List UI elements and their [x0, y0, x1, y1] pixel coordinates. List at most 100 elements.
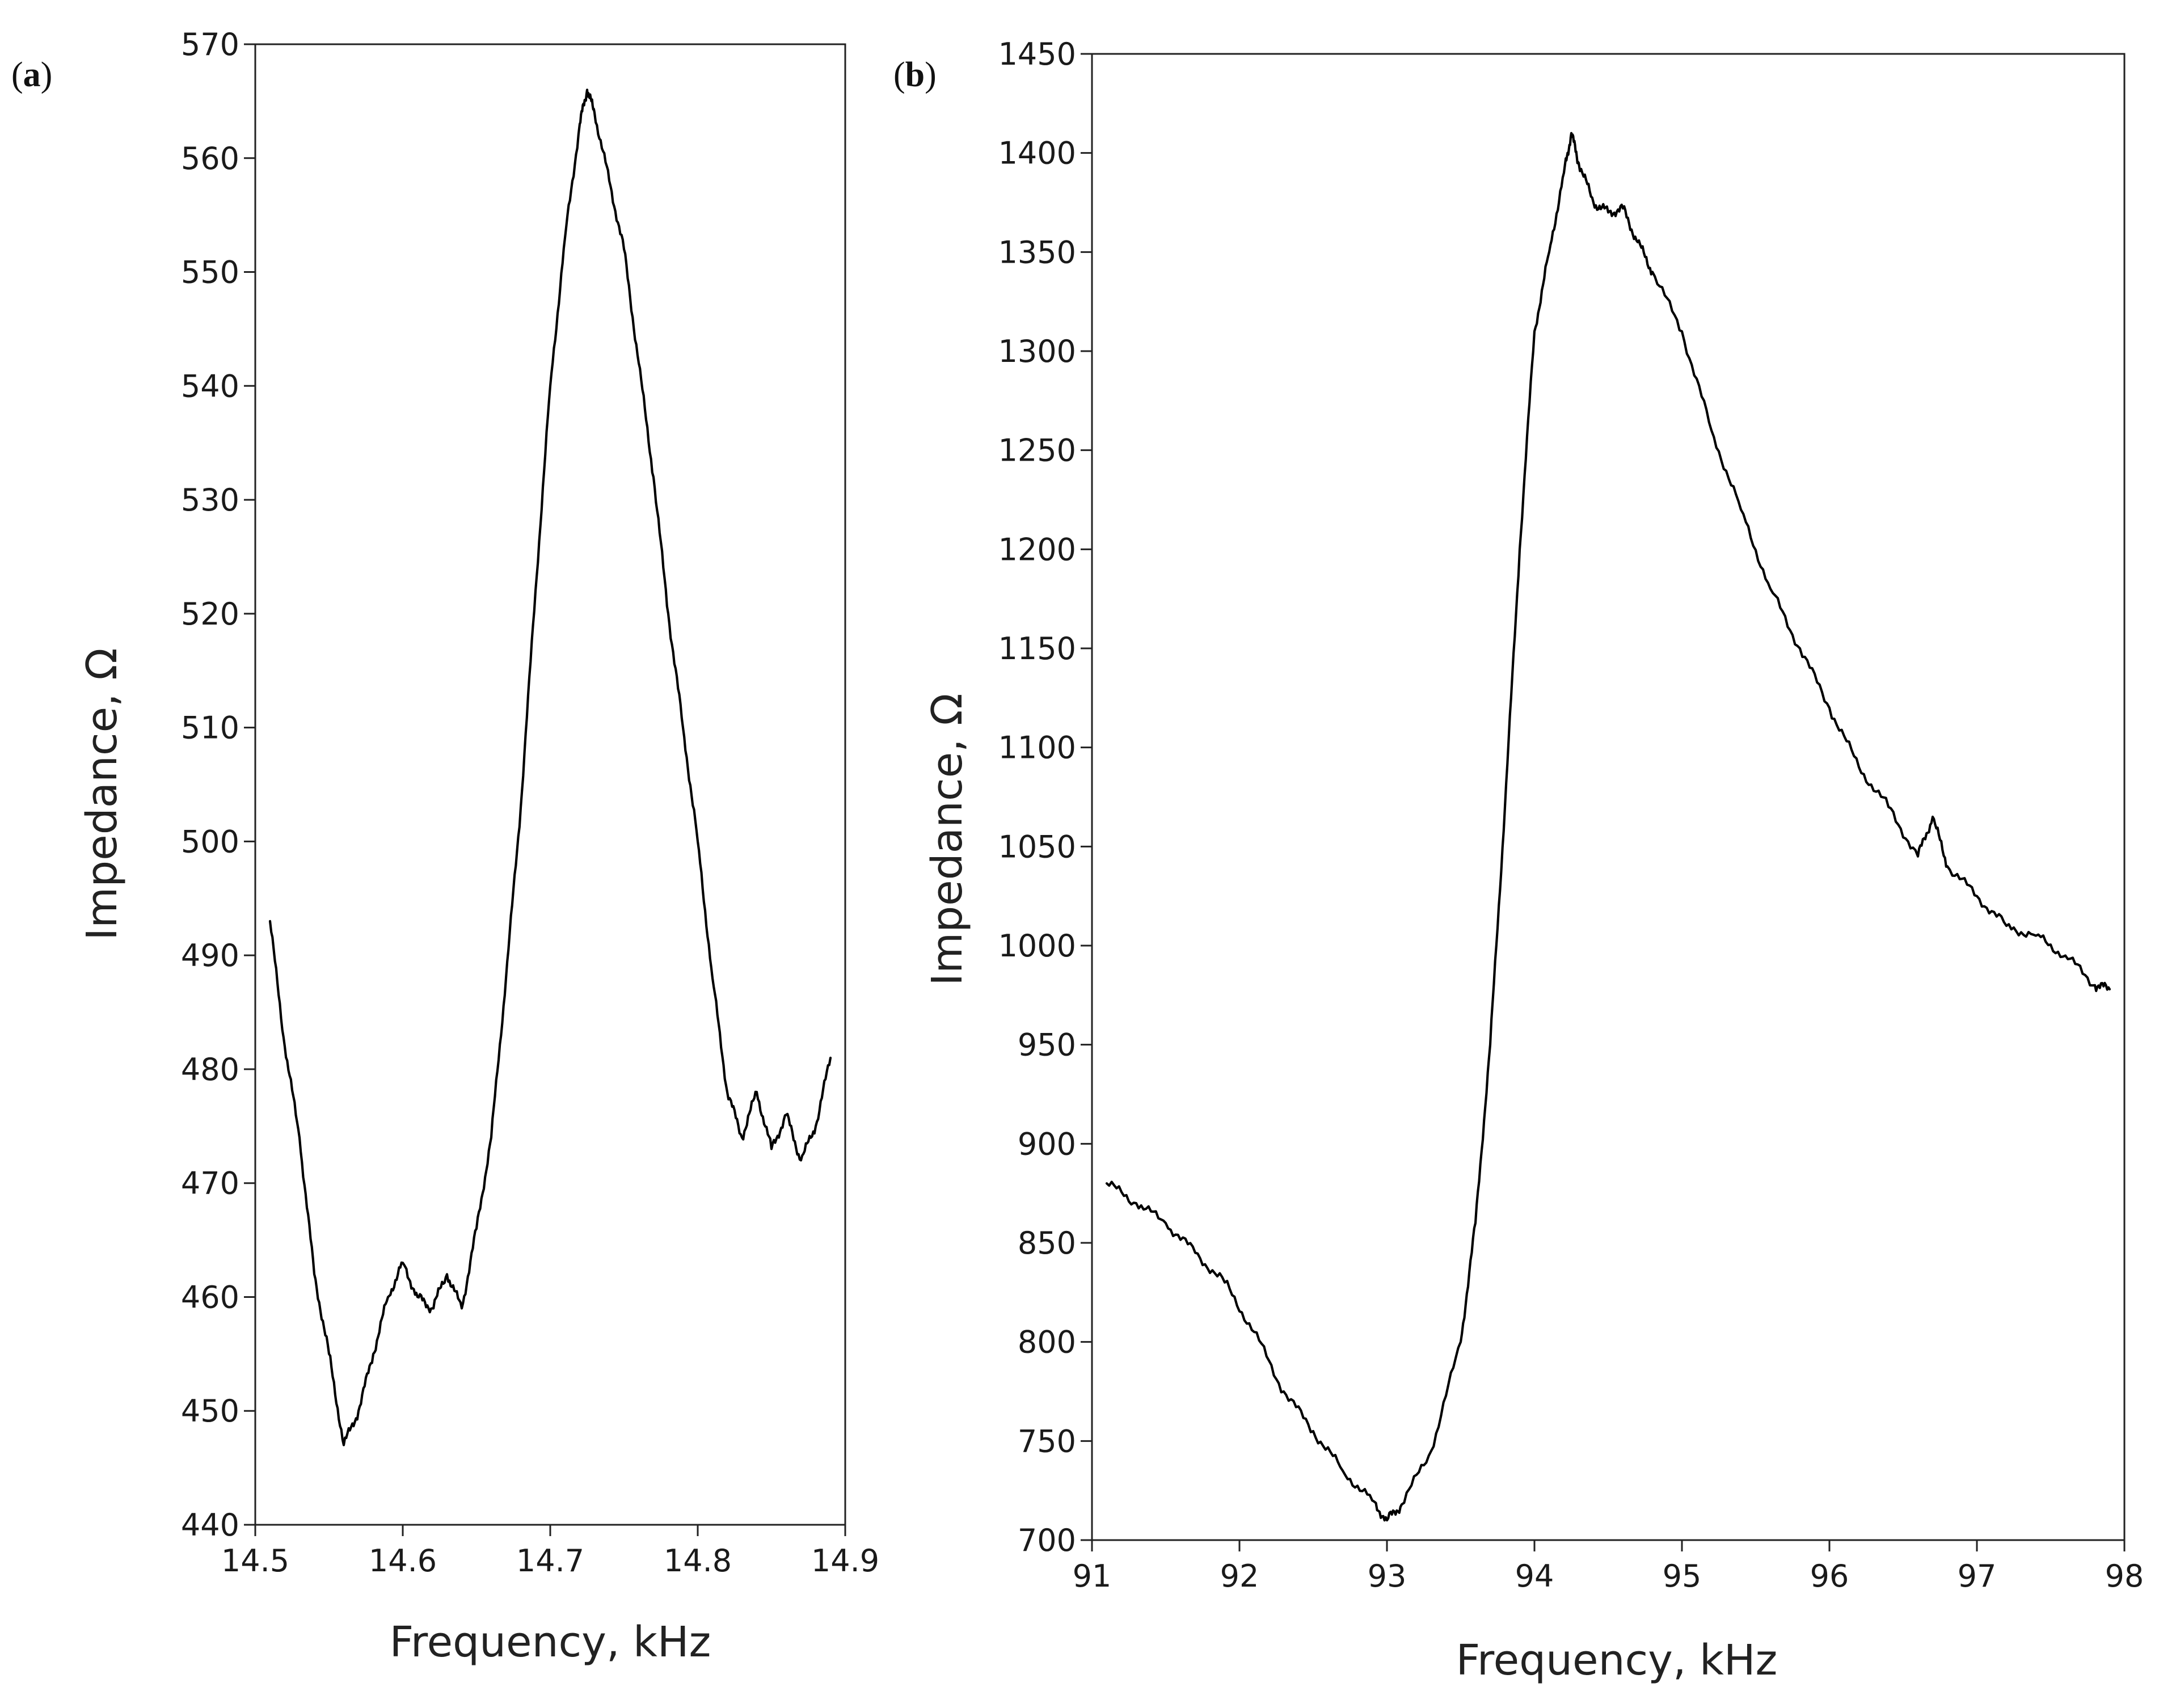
data-point	[1194, 1251, 1197, 1254]
x-tick-label: 98	[2105, 1558, 2144, 1594]
data-point	[563, 236, 567, 239]
data-point	[1400, 1503, 1403, 1506]
data-point	[1253, 1330, 1256, 1334]
chart-panel-a: (a) 440 450 460 470 480 490 500 510 520 530 540 550…	[11, 27, 879, 1667]
y-tick-label: 700	[1018, 1523, 1076, 1558]
data-point	[1488, 1043, 1492, 1047]
data-point	[519, 805, 522, 809]
tick-layer-a: 440 450 460 470 480 490 500 510 520 530 540 550 560 5…	[181, 27, 879, 1579]
data-point	[585, 88, 589, 91]
data-point	[2108, 988, 2111, 991]
data-point	[1680, 330, 1684, 333]
x-tick-label: 91	[1073, 1558, 1112, 1594]
y-tick-label: 460	[181, 1279, 239, 1315]
tick-layer-b: 700 750 800 850 900 950 1000 1050 1100 1150 1200 12…	[998, 36, 2144, 1594]
chart-panel-b: (b) 700 750 800 850 900 950 1000 1050 1100 1150 12…	[893, 36, 2144, 1685]
series-line-impedance	[268, 88, 832, 1446]
plot-frame-rect	[1091, 53, 2126, 1541]
data-point	[1592, 201, 1595, 204]
series-layer-b	[1105, 132, 2111, 1522]
y-tick-label: 900	[1018, 1126, 1076, 1162]
data-point	[1164, 1221, 1167, 1225]
x-tick-label: 92	[1220, 1558, 1259, 1594]
data-point	[608, 179, 611, 183]
x-tick-label: 97	[1958, 1558, 1997, 1594]
data-point	[313, 1272, 316, 1276]
data-point	[357, 1409, 360, 1412]
data-point	[637, 361, 640, 365]
plot-frame-rect	[254, 43, 846, 1526]
data-point	[1857, 766, 1861, 769]
data-point	[652, 475, 655, 479]
data-point	[1570, 132, 1573, 135]
data-point	[578, 123, 581, 126]
y-tick-label: 510	[181, 710, 239, 746]
y-tick-label: 1050	[998, 829, 1076, 864]
data-point	[799, 1159, 803, 1162]
y-tick-label: 450	[181, 1393, 239, 1429]
data-point	[681, 726, 685, 729]
data-point	[1547, 250, 1551, 254]
data-point	[1371, 1499, 1374, 1502]
y-tick-label: 530	[181, 482, 239, 518]
x-axis-title-b: Frequency, kHz	[1456, 1636, 1778, 1685]
data-point	[327, 1352, 331, 1356]
data-point	[740, 1136, 744, 1139]
y-tick-label: 950	[1018, 1027, 1076, 1063]
data-point	[386, 1295, 390, 1298]
data-point	[2005, 924, 2008, 927]
data-point	[549, 384, 552, 387]
data-point	[770, 1147, 773, 1150]
x-tick-label: 14.8	[664, 1543, 732, 1579]
data-point	[1946, 864, 1949, 868]
data-point	[1739, 508, 1743, 511]
data-point	[1798, 647, 1802, 650]
data-point	[416, 1295, 419, 1298]
data-point	[268, 920, 272, 923]
y-tick-label: 1200	[998, 532, 1076, 567]
data-point	[711, 976, 714, 980]
data-point	[593, 111, 596, 114]
y-tick-label: 1300	[998, 334, 1076, 369]
data-point	[1341, 1469, 1344, 1473]
data-point	[755, 1090, 758, 1094]
data-point	[1606, 210, 1610, 214]
y-tick-label: 1000	[998, 928, 1076, 964]
y-tick-label: 490	[181, 938, 239, 973]
data-point	[534, 589, 537, 593]
data-point	[1385, 1519, 1389, 1522]
data-point	[2064, 954, 2067, 957]
data-point	[667, 612, 670, 615]
data-point	[1518, 547, 1521, 551]
data-point	[372, 1352, 375, 1356]
data-point	[1282, 1390, 1285, 1393]
data-point	[1636, 241, 1639, 244]
data-point	[1931, 815, 1934, 819]
data-point	[490, 1136, 493, 1139]
y-tick-label: 750	[1018, 1423, 1076, 1459]
data-point	[1135, 1201, 1138, 1205]
data-point	[431, 1307, 434, 1310]
x-tick-label: 93	[1368, 1558, 1407, 1594]
data-point	[1105, 1182, 1108, 1185]
plot-frame-b	[1091, 53, 2126, 1541]
data-point	[504, 976, 508, 980]
x-tick-label: 14.6	[369, 1543, 437, 1579]
y-tick-label: 1350	[998, 234, 1076, 270]
data-point	[1651, 270, 1654, 273]
data-point	[298, 1136, 301, 1139]
data-point	[1621, 206, 1625, 210]
y-axis-title-a: Impedance, Ω	[78, 648, 126, 940]
y-axis-title-b: Impedance, Ω	[923, 693, 972, 985]
series-layer-a	[268, 88, 832, 1446]
data-point	[475, 1227, 478, 1230]
data-point	[1312, 1429, 1315, 1433]
y-tick-label: 550	[181, 255, 239, 290]
data-point	[696, 840, 699, 843]
x-tick-label: 96	[1810, 1558, 1849, 1594]
panel-label-b: (b)	[893, 56, 937, 94]
data-point	[829, 1056, 832, 1060]
data-point	[1577, 161, 1580, 165]
data-point	[1887, 805, 1890, 808]
